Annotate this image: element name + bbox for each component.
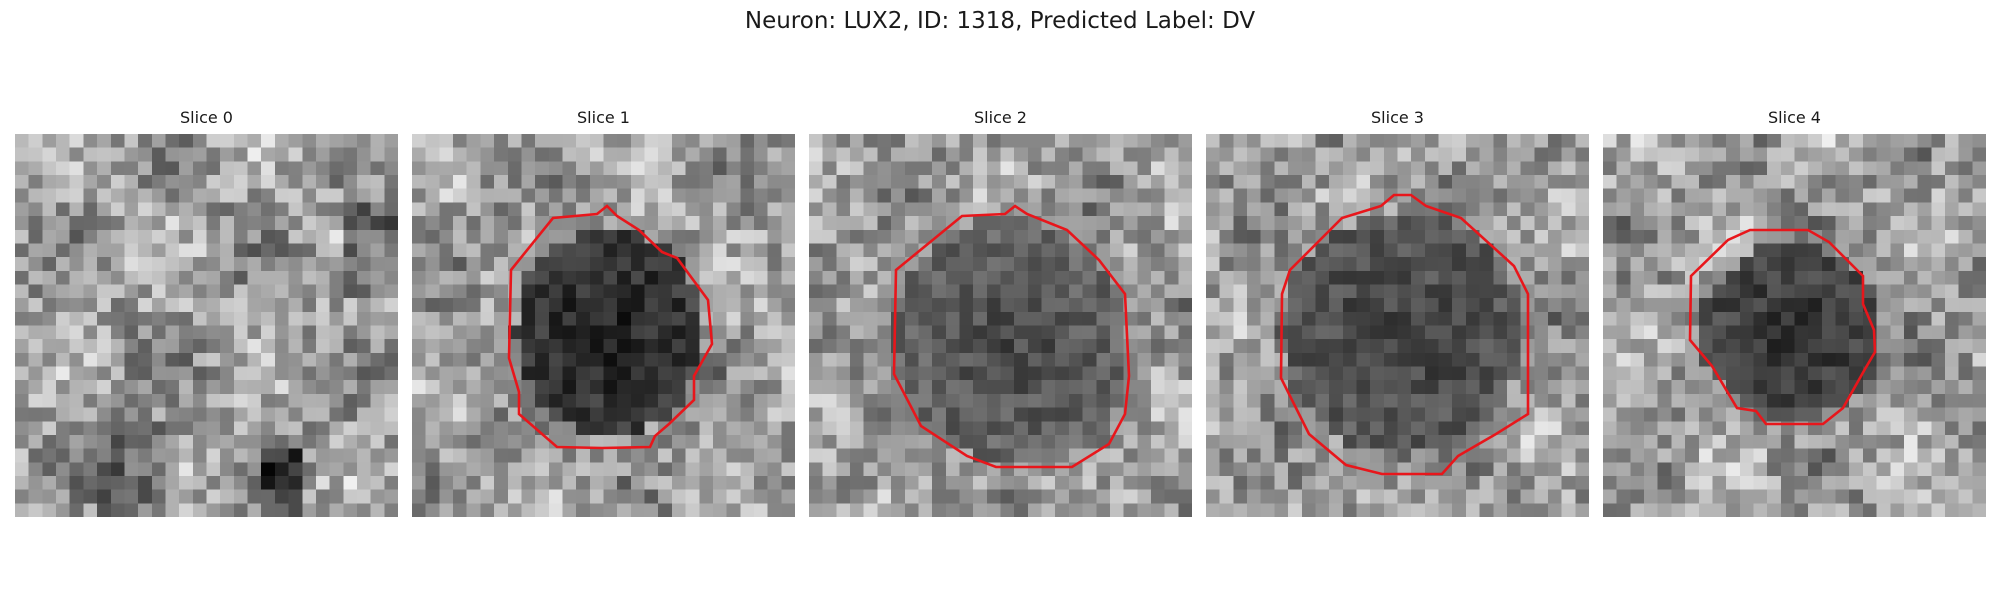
contour-outline (892, 204, 1131, 469)
slice-image-2 (809, 134, 1192, 517)
slice-image-4 (1603, 134, 1986, 517)
slice-image-3 (1206, 134, 1589, 517)
contour-outline (1688, 228, 1877, 426)
slice-title: Slice 4 (1768, 108, 1821, 127)
contour-outline (507, 204, 714, 450)
contour-outline (1279, 193, 1530, 476)
slice-image-1 (412, 134, 795, 517)
slice-title: Slice 3 (1371, 108, 1424, 127)
slice-image-0 (15, 134, 398, 517)
slice-title: Slice 0 (180, 108, 233, 127)
figure-title: Neuron: LUX2, ID: 1318, Predicted Label:… (744, 8, 1256, 34)
slice-title: Slice 1 (577, 108, 630, 127)
slice-title: Slice 2 (974, 108, 1027, 127)
